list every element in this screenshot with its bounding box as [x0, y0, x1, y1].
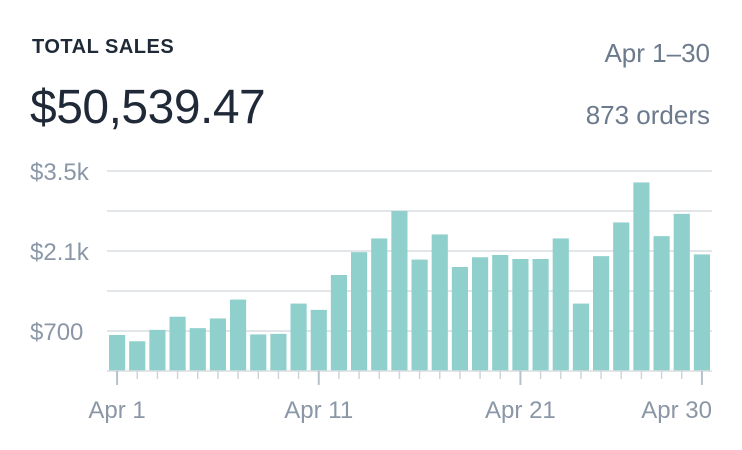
bar — [250, 334, 267, 371]
bar — [451, 267, 468, 371]
bar — [633, 182, 650, 371]
x-axis — [107, 370, 712, 385]
bar — [552, 238, 569, 371]
bars — [109, 182, 710, 371]
bar — [290, 303, 307, 371]
bar — [109, 335, 126, 371]
bar — [532, 259, 549, 371]
x-tick-label: Apr 1 — [88, 397, 145, 424]
bar — [431, 234, 448, 371]
bar — [169, 316, 186, 371]
card-title: TOTAL SALES — [32, 36, 175, 58]
y-tick-label: $700 — [30, 319, 83, 346]
orders-count: 873 orders — [585, 100, 710, 130]
x-tick-label: Apr 30 — [641, 397, 712, 424]
bar — [673, 213, 690, 371]
bar — [230, 299, 247, 371]
bar — [209, 318, 226, 371]
bar — [310, 309, 327, 371]
bar — [149, 329, 166, 371]
y-tick-label: $3.5k — [30, 159, 90, 186]
y-tick-label: $2.1k — [30, 239, 90, 266]
bar — [330, 275, 347, 371]
bar — [492, 255, 509, 371]
bar — [512, 259, 529, 371]
bar — [472, 257, 489, 371]
bar — [270, 333, 287, 371]
axis-labels: $700 $2.1k $3.5k Apr 1 Apr 11 Apr 21 Apr 30 — [30, 159, 712, 424]
bar — [572, 303, 589, 371]
total-sales-value: $50,539.47 — [30, 81, 266, 134]
bar — [371, 238, 388, 371]
bar — [129, 341, 146, 371]
gridlines — [107, 170, 712, 332]
bar — [593, 256, 610, 371]
x-tick-label: Apr 11 — [284, 397, 353, 424]
bar — [391, 211, 408, 371]
bar — [351, 252, 368, 371]
bar — [411, 259, 428, 371]
bar — [653, 236, 670, 371]
bar — [613, 222, 630, 371]
date-range: Apr 1–30 — [604, 38, 710, 68]
bar — [189, 328, 206, 371]
x-tick-label: Apr 21 — [485, 397, 556, 424]
bar — [693, 254, 710, 371]
